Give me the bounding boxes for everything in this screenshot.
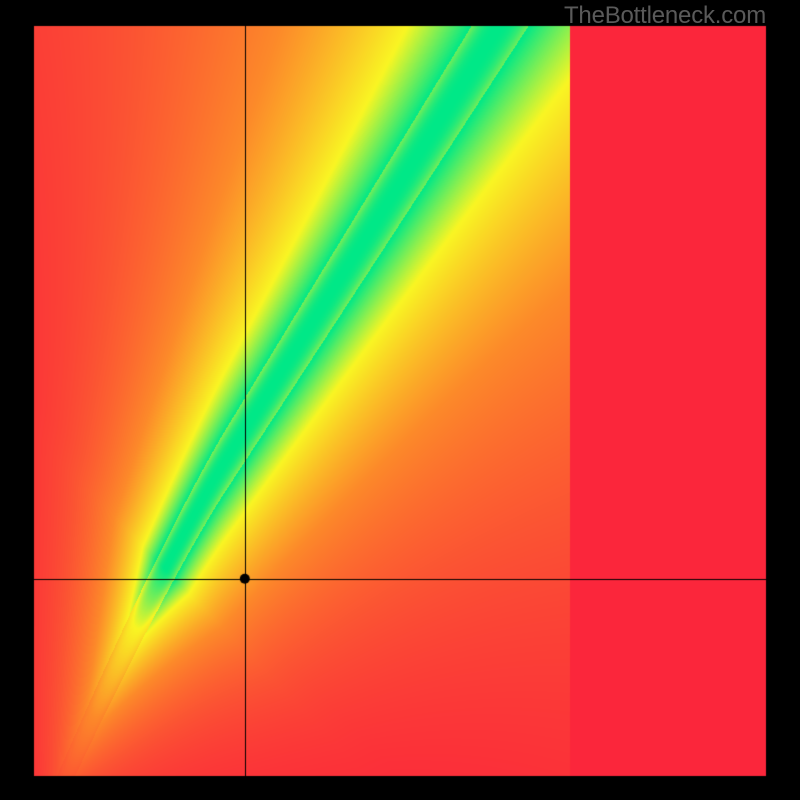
watermark-text: TheBottleneck.com bbox=[564, 2, 766, 30]
heatmap-canvas bbox=[0, 0, 800, 800]
chart-container: TheBottleneck.com bbox=[0, 0, 800, 800]
